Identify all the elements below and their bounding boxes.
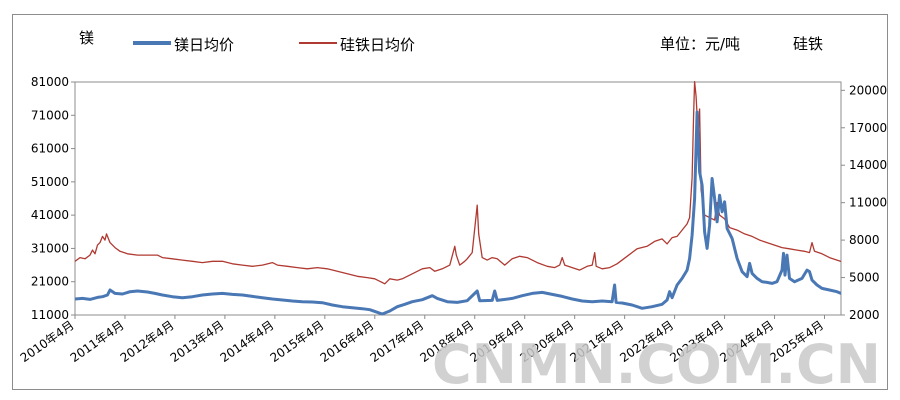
- x-tick-label: 2012年4月: [118, 318, 177, 365]
- legend-swatch-ferrosilicon: [299, 42, 337, 44]
- watermark-text: CNMN.COM.CN: [432, 333, 881, 396]
- y-left-tick-label: 81000: [31, 75, 69, 89]
- legend-label-magnesium: 镁日均价: [174, 36, 235, 54]
- y-right-tick-label: 14000: [849, 158, 887, 172]
- x-tick-label: 2013年4月: [168, 318, 227, 365]
- series-line-magnesium: [75, 110, 841, 316]
- y-left-tick-label: 51000: [31, 175, 69, 189]
- unit-label: 单位：元/吨: [660, 35, 741, 53]
- x-tick-label: 2016年4月: [318, 318, 377, 365]
- x-tick-label: 2015年4月: [268, 318, 327, 365]
- y-left-tick-label: 71000: [31, 108, 69, 122]
- y-right-tick-label: 2000: [849, 308, 880, 322]
- y-left-tick-label: 61000: [31, 142, 69, 156]
- y-right-tick-label: 5000: [849, 271, 880, 285]
- legend-swatch-magnesium: [133, 41, 171, 45]
- y-left-tick-label: 11000: [31, 308, 69, 322]
- x-tick-label: 2011年4月: [68, 318, 127, 365]
- y-left-tick-label: 31000: [31, 241, 69, 255]
- legend: 镁日均价 硅铁日均价: [118, 32, 438, 54]
- plot-area: [74, 81, 842, 316]
- y-right-tick-label: 8000: [849, 233, 880, 247]
- x-tick-label: 2017年4月: [368, 318, 427, 365]
- y-left-tick-label: 21000: [31, 275, 69, 289]
- legend-label-ferrosilicon: 硅铁日均价: [340, 36, 416, 54]
- y-right-tick-label: 20000: [849, 83, 887, 97]
- left-axis-label: 镁: [79, 29, 95, 47]
- x-tick-label: 2014年4月: [218, 318, 277, 365]
- chart-frame: [12, 14, 888, 390]
- y-right-tick-label: 11000: [849, 196, 887, 210]
- series-line-ferrosilicon: [75, 80, 841, 285]
- x-tick-label: 2010年4月: [18, 318, 77, 365]
- y-left-tick-label: 41000: [31, 208, 69, 222]
- y-right-tick-label: 17000: [849, 121, 887, 135]
- right-axis-label: 硅铁: [793, 35, 824, 53]
